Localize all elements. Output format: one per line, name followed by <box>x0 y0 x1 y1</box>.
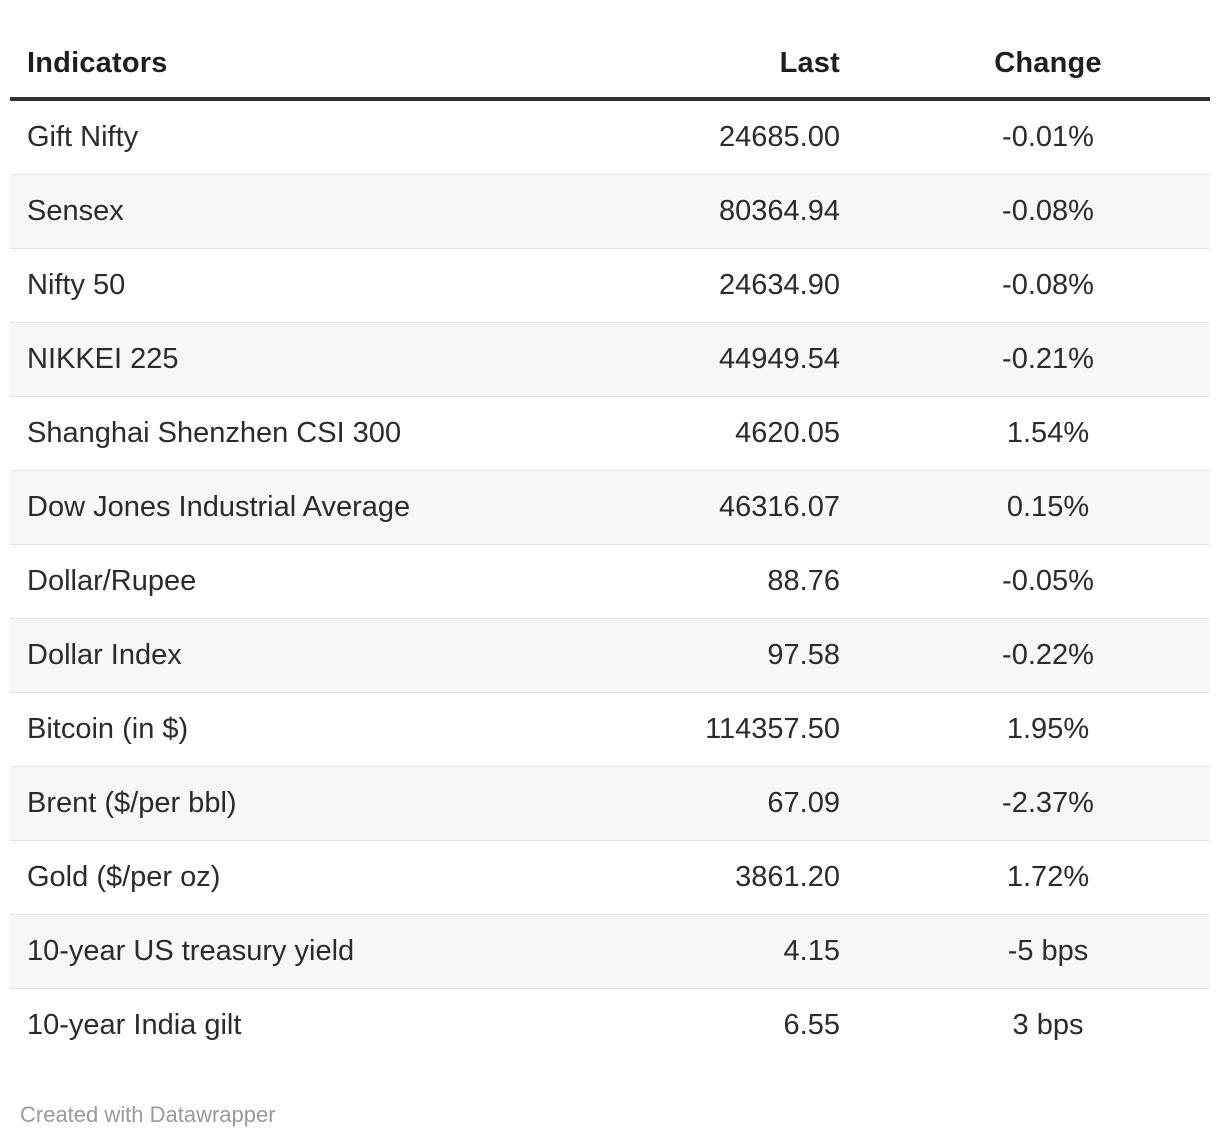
indicator-name-cell: 10-year US treasury yield <box>10 914 586 989</box>
table-row: Gold ($/per oz) 3861.20 1.72% <box>10 840 1210 915</box>
table-row: Gift Nifty 24685.00 -0.01% <box>10 99 1210 175</box>
table-row: NIKKEI 225 44949.54 -0.21% <box>10 322 1210 397</box>
indicator-name-cell: Nifty 50 <box>10 248 586 323</box>
table-row: Bitcoin (in $) 114357.50 1.95% <box>10 692 1210 767</box>
change-value-cell: -0.05% <box>886 544 1210 619</box>
change-value-cell: -0.08% <box>886 174 1210 249</box>
last-value-cell: 4.15 <box>586 914 886 989</box>
table-row: Dollar/Rupee 88.76 -0.05% <box>10 544 1210 619</box>
indicator-name-cell: Dollar Index <box>10 618 586 693</box>
table-header-row: Indicators Last Change <box>10 30 1210 101</box>
table-row: Shanghai Shenzhen CSI 300 4620.05 1.54% <box>10 396 1210 471</box>
table-row: 10-year US treasury yield 4.15 -5 bps <box>10 914 1210 989</box>
table-row: Dollar Index 97.58 -0.22% <box>10 618 1210 693</box>
change-value-cell: 1.95% <box>886 692 1210 767</box>
change-value-cell: -0.22% <box>886 618 1210 693</box>
indicator-name-cell: NIKKEI 225 <box>10 322 586 397</box>
indicators-table: Indicators Last Change Gift Nifty 24685.… <box>10 30 1210 1062</box>
last-value-cell: 4620.05 <box>586 396 886 471</box>
table-body: Gift Nifty 24685.00 -0.01% Sensex 80364.… <box>10 99 1210 1062</box>
indicator-name-cell: Dow Jones Industrial Average <box>10 470 586 545</box>
datawrapper-attribution-link[interactable]: Created with Datawrapper <box>20 1102 276 1127</box>
last-value-cell: 88.76 <box>586 544 886 619</box>
last-value-cell: 80364.94 <box>586 174 886 249</box>
last-value-cell: 46316.07 <box>586 470 886 545</box>
indicator-name-cell: Bitcoin (in $) <box>10 692 586 767</box>
column-header-last: Last <box>586 30 886 101</box>
last-value-cell: 24685.00 <box>586 99 886 175</box>
change-value-cell: -2.37% <box>886 766 1210 841</box>
change-value-cell: 0.15% <box>886 470 1210 545</box>
table-row: Nifty 50 24634.90 -0.08% <box>10 248 1210 323</box>
table-header: Indicators Last Change <box>10 30 1210 101</box>
change-value-cell: 1.72% <box>886 840 1210 915</box>
change-value-cell: 3 bps <box>1012 1009 1084 1041</box>
last-value-cell: 44949.54 <box>586 322 886 397</box>
table-row: Brent ($/per bbl) 67.09 -2.37% <box>10 766 1210 841</box>
change-value-cell: -0.01% <box>886 99 1210 175</box>
indicator-name-cell: Shanghai Shenzhen CSI 300 <box>10 396 586 471</box>
last-value-cell: 3861.20 <box>586 840 886 915</box>
indicator-name-cell: Gold ($/per oz) <box>10 840 586 915</box>
table-row: Sensex 80364.94 -0.08% <box>10 174 1210 249</box>
last-value-cell: 114357.50 <box>586 692 886 767</box>
change-value-cell: 1.54% <box>886 396 1210 471</box>
column-header-indicators: Indicators <box>10 30 586 101</box>
last-value-cell: 6.55 <box>783 1009 840 1041</box>
indicator-name-cell: Gift Nifty <box>10 99 586 175</box>
last-value-cell: 67.09 <box>586 766 886 841</box>
indicator-name-cell: Sensex <box>10 174 586 249</box>
column-header-change: Change <box>886 30 1210 101</box>
change-value-cell: -0.08% <box>886 248 1210 323</box>
last-value-cell: 24634.90 <box>586 248 886 323</box>
last-value-cell: 97.58 <box>586 618 886 693</box>
change-value-cell: -5 bps <box>886 914 1210 989</box>
indicator-name-cell: Brent ($/per bbl) <box>10 766 586 841</box>
table-row: Dow Jones Industrial Average 46316.07 0.… <box>10 470 1210 545</box>
table-row: 10-year India gilt 6.55 3 bps <box>10 989 1210 1063</box>
change-value-cell: -0.21% <box>886 322 1210 397</box>
indicator-name-cell: 10-year India gilt <box>27 1009 242 1041</box>
indicator-name-cell: Dollar/Rupee <box>10 544 586 619</box>
